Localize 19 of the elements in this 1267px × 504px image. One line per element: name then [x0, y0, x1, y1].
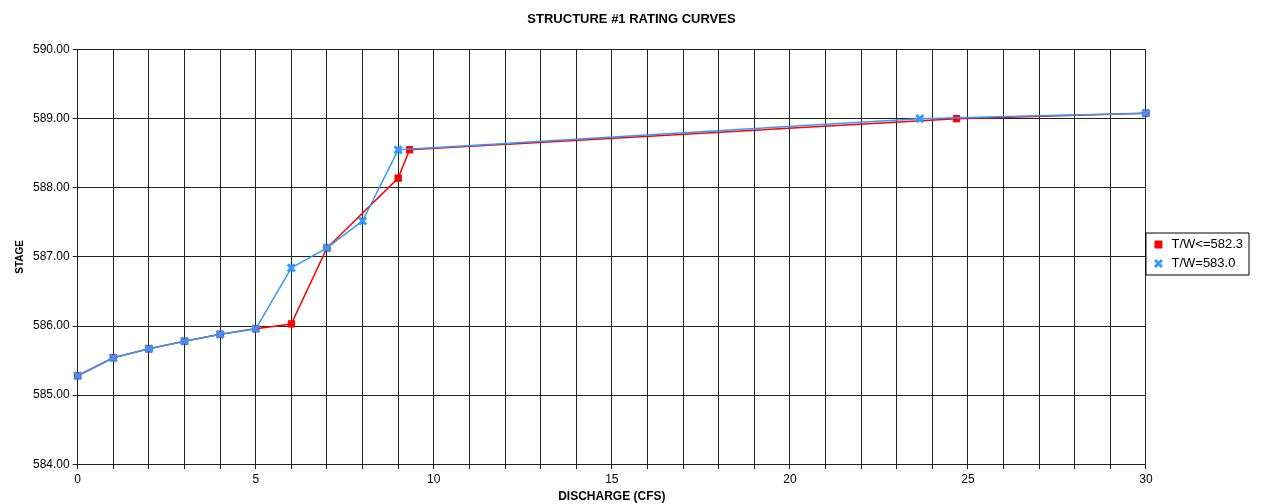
x-axis-title: DISCHARGE (CFS)	[558, 489, 666, 504]
x-tick-label: 20	[783, 471, 797, 486]
y-tick-label: 588.00	[33, 180, 71, 195]
legend-label: T/W=583.0	[1171, 255, 1236, 271]
y-tick-label: 589.00	[33, 111, 71, 126]
y-tick-label: 585.00	[33, 387, 71, 402]
legend-label: T/W<=582.3	[1171, 236, 1244, 252]
chart-title: STRUCTURE #1 RATING CURVES	[527, 11, 736, 27]
x-tick-label: 0	[74, 471, 82, 486]
x-tick-label: 5	[252, 471, 260, 486]
x-tick-label: 30	[1139, 471, 1153, 486]
y-tick-label: 586.00	[33, 318, 71, 333]
y-axis-title: STAGE	[13, 239, 25, 274]
x-tick-label: 15	[605, 471, 619, 486]
x-tick-label: 10	[427, 471, 441, 486]
y-tick-label: 584.00	[33, 456, 71, 471]
y-tick-label: 590.00	[33, 41, 71, 56]
x-tick-label: 25	[961, 471, 975, 486]
y-tick-label: 587.00	[33, 249, 71, 264]
